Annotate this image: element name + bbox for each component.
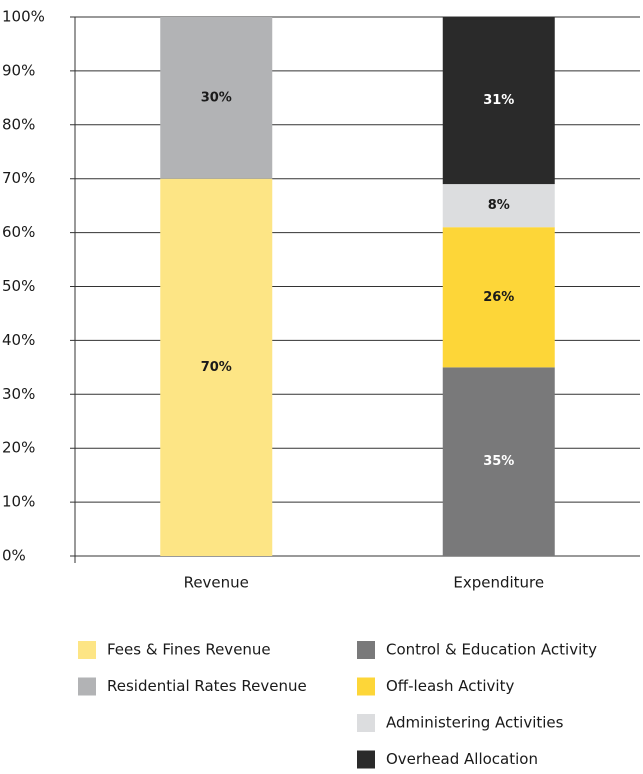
legend-swatch bbox=[357, 677, 375, 696]
y-tick-label: 50% bbox=[2, 277, 35, 295]
y-tick-label: 60% bbox=[2, 223, 35, 241]
data-label: 30% bbox=[201, 90, 232, 105]
bar-segment bbox=[442, 227, 555, 368]
data-label: 35% bbox=[483, 454, 514, 469]
legend-swatch bbox=[357, 641, 375, 659]
data-label: 8% bbox=[488, 198, 510, 213]
legend-label: Overhead Allocation bbox=[386, 750, 538, 768]
data-label: 70% bbox=[201, 360, 232, 375]
legend-label: Administering Activities bbox=[386, 714, 564, 732]
x-tick-label: Expenditure bbox=[453, 574, 544, 592]
x-tick-label: Revenue bbox=[184, 574, 249, 592]
y-tick-label: 80% bbox=[2, 115, 35, 133]
data-label: 31% bbox=[483, 93, 514, 108]
y-tick-label: 90% bbox=[2, 61, 35, 79]
bar-segment bbox=[442, 17, 555, 185]
y-tick-label: 30% bbox=[2, 385, 35, 403]
y-tick-label: 100% bbox=[2, 8, 45, 26]
legend-swatch bbox=[78, 641, 96, 659]
y-tick-label: 10% bbox=[2, 493, 35, 511]
y-tick-label: 0% bbox=[2, 547, 26, 565]
legend-label: Control & Education Activity bbox=[386, 641, 597, 659]
legend-swatch bbox=[78, 677, 96, 696]
bar-segment bbox=[160, 178, 273, 556]
y-tick-label: 70% bbox=[2, 169, 35, 187]
legend-swatch bbox=[357, 714, 375, 732]
y-tick-label: 40% bbox=[2, 331, 35, 349]
data-label: 26% bbox=[483, 290, 514, 305]
legend-swatch bbox=[357, 750, 375, 769]
bar-segment bbox=[442, 184, 555, 228]
bar-segment bbox=[160, 17, 273, 179]
legend-label: Residential Rates Revenue bbox=[107, 677, 307, 695]
legend-label: Fees & Fines Revenue bbox=[107, 641, 271, 659]
bar-segment bbox=[442, 367, 555, 556]
legend-label: Off-leash Activity bbox=[386, 677, 514, 695]
y-tick-label: 20% bbox=[2, 439, 35, 457]
